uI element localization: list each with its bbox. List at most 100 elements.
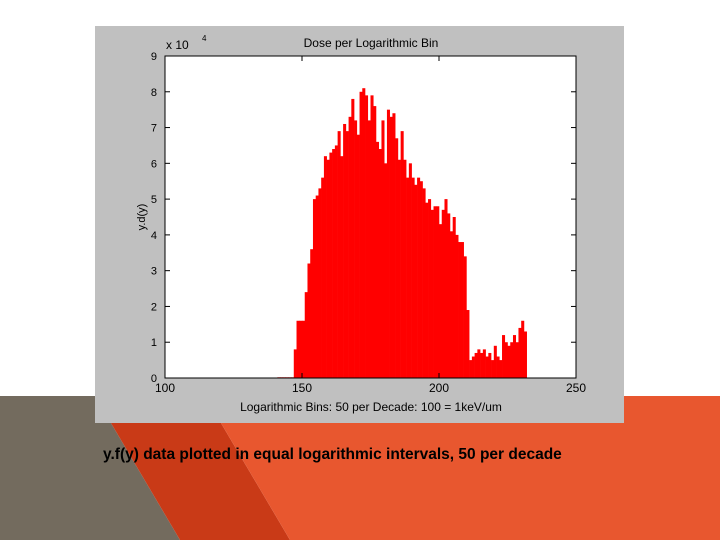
- bar: [521, 320, 525, 378]
- bar: [307, 263, 311, 378]
- x-tick-label: 200: [429, 381, 449, 395]
- bars-group: [277, 88, 527, 379]
- bar: [455, 234, 459, 378]
- bar: [406, 177, 410, 378]
- bar: [499, 360, 503, 378]
- bar: [389, 116, 393, 378]
- bar: [403, 159, 407, 378]
- bar: [375, 141, 380, 378]
- bar: [447, 213, 451, 378]
- bar: [477, 349, 481, 378]
- bar: [428, 199, 432, 378]
- bar: [419, 181, 423, 378]
- bar: [370, 95, 374, 379]
- y-tick-label: 3: [151, 266, 157, 278]
- bar: [515, 342, 519, 378]
- bar: [452, 217, 456, 378]
- bar: [384, 163, 388, 378]
- bar: [482, 349, 486, 378]
- y-tick-label: 1: [151, 337, 157, 349]
- bar: [351, 98, 355, 379]
- bar: [381, 120, 385, 379]
- bar: [362, 88, 366, 378]
- bar: [422, 188, 426, 378]
- bar: [337, 131, 341, 378]
- bar: [496, 356, 500, 378]
- bar: [474, 352, 478, 378]
- bar: [449, 231, 453, 378]
- bar: [318, 188, 322, 378]
- y-tick-label: 4: [151, 230, 157, 242]
- bar: [345, 131, 349, 378]
- bar: [463, 256, 467, 378]
- bar: [417, 177, 421, 378]
- bar: [348, 116, 352, 378]
- bar: [359, 91, 363, 378]
- bar: [488, 352, 492, 378]
- deco-gray-shape: [0, 396, 180, 540]
- figure-panel: 100 150 200 250 0 1 2 3 4 5 6 7 8 9 Dose per Logarith…: [95, 26, 624, 423]
- y-tick-label: 7: [151, 123, 157, 135]
- bar: [332, 149, 336, 378]
- bar: [334, 145, 338, 378]
- bar: [523, 331, 527, 378]
- bar: [507, 345, 511, 378]
- bar: [469, 360, 473, 378]
- y-tick-label: 6: [151, 158, 157, 170]
- bar: [436, 206, 440, 378]
- bar: [395, 138, 399, 378]
- bar: [323, 156, 327, 378]
- bar: [378, 149, 382, 378]
- bar: [430, 209, 434, 378]
- bar: [485, 356, 489, 378]
- chart-title: Dose per Logarithmic Bin: [304, 36, 439, 50]
- bar: [444, 199, 448, 378]
- y-axis-label: y.d(y): [136, 204, 148, 231]
- bar: [315, 195, 319, 378]
- bar: [458, 242, 462, 378]
- x-tick-label: 150: [292, 381, 312, 395]
- x-tick-label: 100: [155, 381, 175, 395]
- bar: [299, 320, 303, 378]
- chart: 100 150 200 250 0 1 2 3 4 5 6 7 8 9 Dose per Logarith…: [136, 34, 586, 414]
- bar: [411, 177, 415, 378]
- bar: [504, 342, 508, 378]
- bar: [365, 95, 369, 379]
- bar: [356, 134, 360, 378]
- bar: [493, 345, 497, 378]
- bar: [397, 159, 401, 378]
- x-axis-label: Logarithmic Bins: 50 per Decade: 100 = 1…: [240, 400, 502, 414]
- y-multiplier-label: x 10: [166, 38, 189, 52]
- bar: [408, 163, 412, 378]
- deco-darkorange-shape: [95, 396, 290, 540]
- y-tick-label: 5: [151, 194, 157, 206]
- bar: [425, 202, 429, 378]
- bar: [340, 156, 344, 378]
- bar: [510, 342, 514, 378]
- bar: [512, 335, 517, 378]
- bar: [343, 123, 347, 378]
- bar: [460, 242, 464, 378]
- plot-frame: [164, 55, 577, 379]
- bar: [392, 113, 396, 379]
- bar: [471, 356, 475, 378]
- bar: [312, 199, 316, 378]
- bar: [518, 327, 522, 378]
- x-tick-label: 250: [566, 381, 586, 395]
- y-tick-label: 2: [151, 301, 157, 313]
- bar: [310, 249, 314, 378]
- y-tick-label: 0: [151, 373, 157, 385]
- bar: [480, 352, 484, 378]
- bar: [386, 109, 390, 379]
- bar: [326, 159, 330, 378]
- bar: [329, 152, 333, 378]
- bar: [293, 349, 297, 378]
- bar: [414, 184, 418, 378]
- bar: [304, 292, 308, 378]
- bar: [491, 360, 495, 378]
- y-tick-label: 9: [151, 51, 157, 63]
- bar: [400, 131, 404, 378]
- slide-caption: y.f(y) data plotted in equal logarithmic…: [103, 446, 562, 463]
- bar: [296, 320, 300, 378]
- bar: [321, 177, 325, 378]
